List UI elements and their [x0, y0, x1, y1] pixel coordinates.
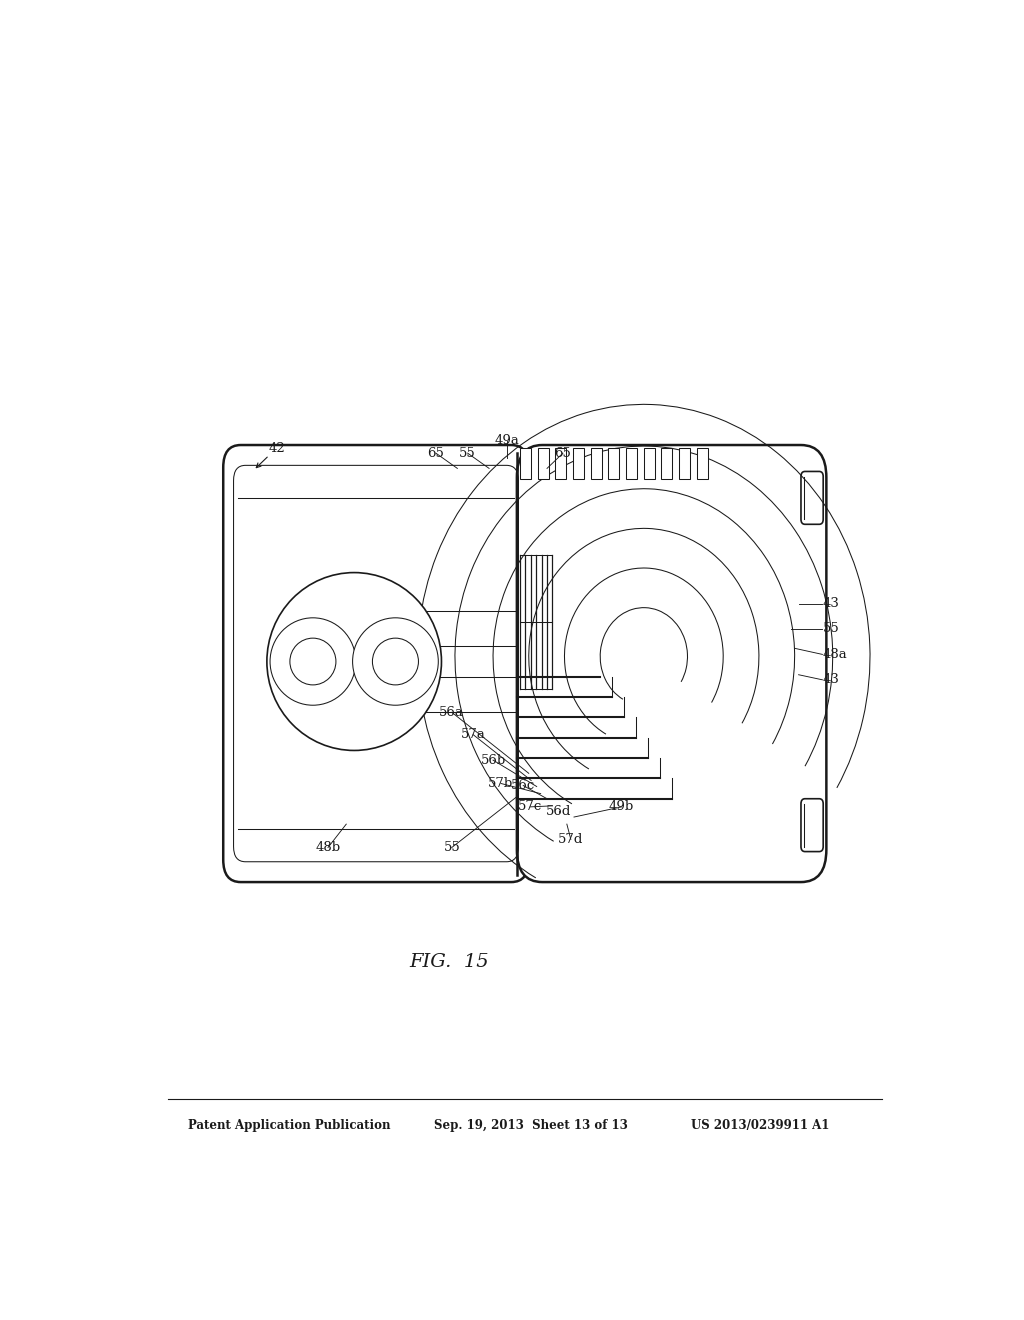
Bar [538, 447, 549, 479]
Text: 57d: 57d [558, 833, 584, 846]
Text: 56a: 56a [439, 706, 464, 719]
Text: FIG.  15: FIG. 15 [410, 953, 489, 972]
Bar [608, 447, 620, 479]
Text: US 2013/0239911 A1: US 2013/0239911 A1 [691, 1119, 829, 1131]
FancyBboxPatch shape [517, 445, 826, 882]
Text: 57b: 57b [488, 777, 514, 789]
Text: 56d: 56d [546, 805, 571, 818]
Ellipse shape [373, 638, 419, 685]
Text: 55: 55 [822, 623, 839, 635]
Bar [679, 447, 690, 479]
Text: 48b: 48b [315, 841, 341, 854]
Bar [696, 447, 708, 479]
Ellipse shape [352, 618, 438, 705]
Bar [520, 447, 531, 479]
Text: 55: 55 [460, 446, 476, 459]
Text: 55: 55 [443, 841, 460, 854]
FancyBboxPatch shape [801, 471, 823, 524]
Text: 49b: 49b [609, 800, 634, 813]
Text: 43: 43 [822, 673, 840, 686]
FancyBboxPatch shape [801, 799, 823, 851]
Text: 57a: 57a [461, 729, 485, 742]
Ellipse shape [270, 618, 355, 705]
Text: 48a: 48a [822, 648, 847, 661]
Bar [573, 447, 584, 479]
Text: 56b: 56b [480, 754, 506, 767]
Bar [626, 447, 637, 479]
FancyBboxPatch shape [223, 445, 528, 882]
Text: 57c: 57c [518, 800, 543, 813]
Text: 56c: 56c [511, 779, 536, 792]
Bar [555, 447, 566, 479]
Ellipse shape [267, 573, 441, 751]
Bar [591, 447, 602, 479]
Text: 65: 65 [554, 446, 571, 459]
Text: 49a: 49a [495, 434, 520, 447]
Bar [662, 447, 673, 479]
Ellipse shape [290, 638, 336, 685]
Text: Patent Application Publication: Patent Application Publication [187, 1119, 390, 1131]
Text: Sep. 19, 2013  Sheet 13 of 13: Sep. 19, 2013 Sheet 13 of 13 [433, 1119, 628, 1131]
Text: 42: 42 [269, 442, 286, 454]
Bar [644, 447, 654, 479]
Text: 65: 65 [427, 446, 444, 459]
Text: 43: 43 [822, 597, 840, 610]
